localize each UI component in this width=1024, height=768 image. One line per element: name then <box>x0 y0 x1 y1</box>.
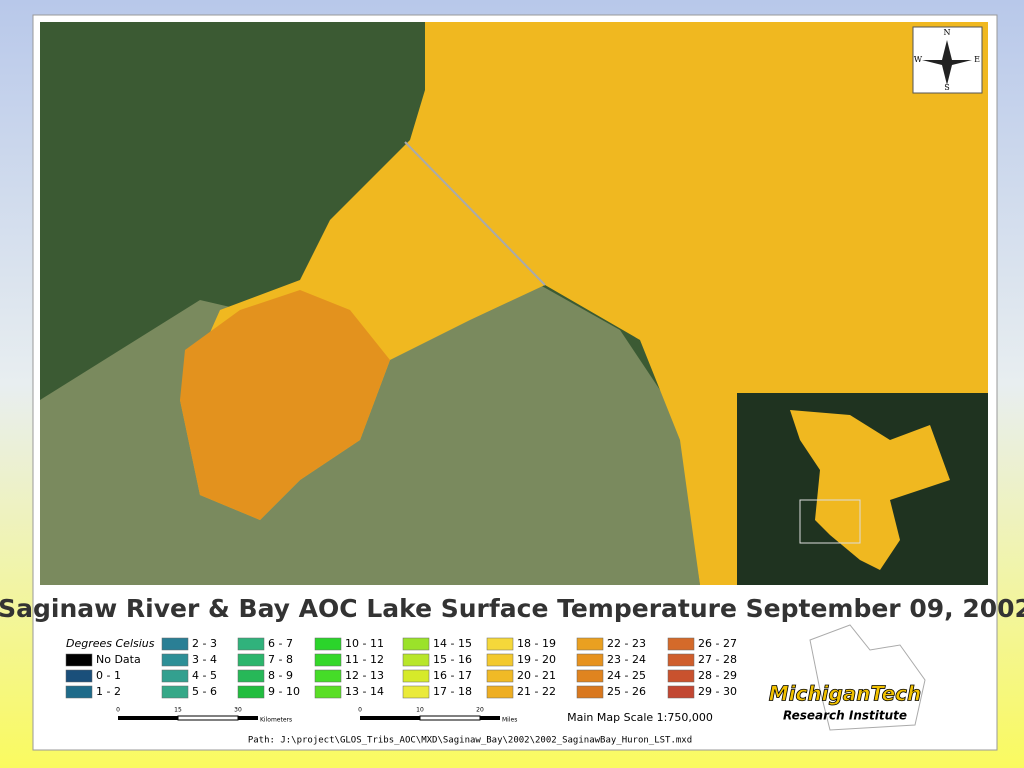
legend-label: 3 - 4 <box>192 653 217 666</box>
legend-label: 8 - 9 <box>268 669 293 682</box>
legend-swatch <box>402 685 430 699</box>
legend-swatch <box>314 637 342 651</box>
legend-label: 5 - 6 <box>192 685 217 698</box>
inset-lake <box>790 410 950 570</box>
legend-label: 9 - 10 <box>268 685 300 698</box>
legend-swatch <box>486 637 514 651</box>
compass-w: W <box>914 55 923 64</box>
compass-e: E <box>974 55 980 64</box>
legend-swatch <box>237 669 265 683</box>
legend-swatch <box>65 653 93 667</box>
legend-swatch <box>486 653 514 667</box>
legend-label: No Data <box>96 653 141 666</box>
legend-label: 17 - 18 <box>433 685 472 698</box>
legend-label: 12 - 13 <box>345 669 384 682</box>
legend-swatch <box>402 637 430 651</box>
legend-swatch <box>667 669 695 683</box>
michigan-outline <box>809 624 926 731</box>
scale-tick: 0 <box>358 707 362 714</box>
legend-label: 10 - 11 <box>345 637 384 650</box>
legend-label: 26 - 27 <box>698 637 737 650</box>
legend-label: 13 - 14 <box>345 685 384 698</box>
legend-label: 4 - 5 <box>192 669 217 682</box>
scale-bar <box>177 715 239 721</box>
scales: 0 15 30 Kilometers 0 10 20 Miles <box>116 707 517 724</box>
legend-swatch <box>576 653 604 667</box>
scale-tick: 0 <box>116 707 120 714</box>
legend-label: 18 - 19 <box>517 637 556 650</box>
scale-bar <box>118 716 178 720</box>
legend-label: 0 - 1 <box>96 669 121 682</box>
legend-swatch <box>314 669 342 683</box>
legend-swatch <box>667 637 695 651</box>
legend-swatch <box>667 685 695 699</box>
scale-tick: 30 <box>234 707 242 714</box>
legend-label: 6 - 7 <box>268 637 293 650</box>
legend-swatch <box>314 653 342 667</box>
scale-tick: 10 <box>416 707 424 714</box>
legend-swatch <box>65 669 93 683</box>
legend-label: 19 - 20 <box>517 653 556 666</box>
legend-label: 25 - 26 <box>607 685 646 698</box>
scale-bar <box>419 715 481 721</box>
scale-text: Main Map Scale 1:750,000 <box>567 711 713 724</box>
scale-unit: Kilometers <box>260 717 292 724</box>
legend-label: 23 - 24 <box>607 653 646 666</box>
scale-tick: 20 <box>476 707 484 714</box>
legend-swatch <box>576 637 604 651</box>
scale-bar <box>238 716 258 720</box>
legend-label: 22 - 23 <box>607 637 646 650</box>
legend-swatch <box>161 637 189 651</box>
legend-swatch <box>576 685 604 699</box>
legend-swatch <box>486 685 514 699</box>
logo-name: MichiganTech <box>769 682 921 706</box>
scale-bar <box>480 716 500 720</box>
legend-label: 11 - 12 <box>345 653 384 666</box>
compass-n: N <box>944 28 951 37</box>
inset-box <box>799 499 861 544</box>
legend-label: 14 - 15 <box>433 637 472 650</box>
legend-swatch <box>667 653 695 667</box>
legend-label: 29 - 30 <box>698 685 737 698</box>
legend-label: 2 - 3 <box>192 637 217 650</box>
legend-swatch <box>237 653 265 667</box>
legend-label: 21 - 22 <box>517 685 556 698</box>
legend-swatch <box>402 653 430 667</box>
legend-swatch <box>161 653 189 667</box>
legend-label: 27 - 28 <box>698 653 737 666</box>
path-text: Path: J:\project\GLOS_Tribs_AOC\MXD\Sagi… <box>248 736 692 746</box>
scale-unit: Miles <box>502 717 517 724</box>
legend-heading: Degrees Celsius <box>66 637 155 650</box>
legend-label: 28 - 29 <box>698 669 737 682</box>
legend-swatch <box>576 669 604 683</box>
lake <box>180 22 988 585</box>
bay-warm <box>180 290 390 520</box>
legend-swatch <box>486 669 514 683</box>
legend-label: 20 - 21 <box>517 669 556 682</box>
legend-label: 1 - 2 <box>96 685 121 698</box>
legend-label: 16 - 17 <box>433 669 472 682</box>
title: Saginaw River & Bay AOC Lake Surface Tem… <box>0 594 1024 623</box>
legend-swatch <box>161 685 189 699</box>
aoc-line <box>404 141 546 286</box>
legend-swatch <box>402 669 430 683</box>
legend-swatch <box>314 685 342 699</box>
scale-bar <box>360 716 420 720</box>
compass-rose <box>922 40 972 85</box>
legend-swatch <box>65 685 93 699</box>
legend-label: 15 - 16 <box>433 653 472 666</box>
legend-swatch <box>161 669 189 683</box>
legend-label: 7 - 8 <box>268 653 293 666</box>
legend-swatch <box>237 637 265 651</box>
scale-tick: 15 <box>174 707 182 714</box>
legend-swatch <box>237 685 265 699</box>
legend: No Data 0 - 1 1 - 2 2 - 3 3 - 4 4 - 5 5 - 6 6 -… <box>65 637 737 699</box>
logo-sub: Research Institute <box>783 709 907 723</box>
legend-label: 24 - 25 <box>607 669 646 682</box>
compass-s: S <box>944 83 949 92</box>
